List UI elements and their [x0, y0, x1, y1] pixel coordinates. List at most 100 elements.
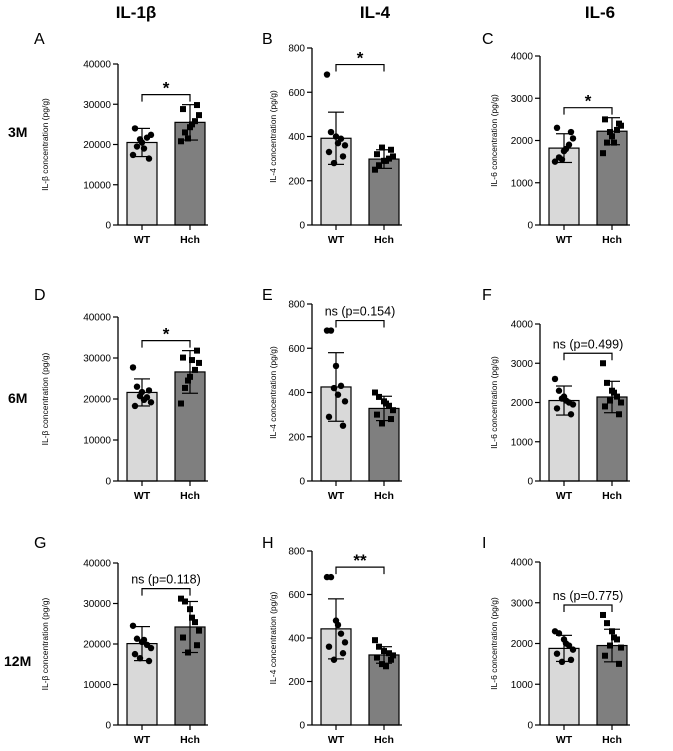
data-point: [182, 129, 188, 136]
y-tick-label: 30000: [83, 599, 111, 610]
data-point: [618, 644, 624, 651]
row-label-3m: 3M: [8, 124, 27, 140]
panel-b: B IL-4 concentration (pg/g) 0 200 400 600 800 W…: [262, 31, 402, 246]
y-axis-label: IL-6 concentration (pg/g): [489, 94, 499, 187]
data-point: [180, 634, 186, 641]
y-tick-label: 20000: [83, 640, 111, 651]
x-tick-label: Hch: [374, 490, 394, 502]
y-tick-label: 0: [527, 721, 533, 732]
y-axis-label: IL-β concentration (pg/g): [40, 597, 50, 690]
x-tick-label: Hch: [602, 490, 622, 502]
panel-d: D IL-β concentration (pg/g) 0 10000 20000 300…: [34, 287, 208, 502]
y-tick-label: 10000: [83, 680, 111, 691]
panel-letter: H: [262, 535, 274, 552]
data-point: [616, 120, 622, 127]
significance-label: **: [353, 551, 367, 570]
y-tick-label: 20000: [83, 395, 111, 406]
significance-bracket: [563, 107, 613, 115]
y-axis-label: IL-4 concentration (pg/g): [268, 90, 278, 183]
data-point: [604, 379, 610, 386]
data-point: [129, 622, 137, 629]
panel-letter: D: [34, 287, 46, 304]
y-axis-label: IL-6 concentration (pg/g): [489, 597, 499, 690]
data-point: [600, 360, 606, 367]
y-tick-label: 3000: [511, 359, 534, 370]
data-point: [379, 661, 385, 668]
data-point: [372, 637, 378, 644]
data-point: [374, 151, 380, 158]
x-tick-label: WT: [134, 734, 151, 746]
data-point: [341, 142, 349, 149]
data-point: [600, 611, 606, 618]
y-tick-label: 1000: [511, 437, 534, 448]
y-tick-label: 3000: [511, 598, 534, 609]
data-point: [325, 148, 333, 156]
x-tick-label: WT: [328, 490, 345, 502]
data-point: [376, 393, 382, 400]
data-point: [611, 139, 617, 146]
data-point: [616, 660, 622, 667]
significance-bracket: [563, 352, 613, 361]
data-point: [133, 143, 141, 150]
data-point: [607, 642, 613, 649]
panel-a: A IL-β concentration (pg/g) 0 10000 20000 300…: [34, 31, 208, 246]
data-point: [327, 573, 335, 581]
data-point: [196, 359, 202, 366]
y-tick-label: 3000: [511, 94, 534, 105]
data-point: [189, 614, 195, 621]
panel-letter: B: [262, 31, 273, 48]
y-tick-label: 1000: [511, 680, 534, 691]
y-tick-label: 600: [288, 88, 305, 99]
y-tick-label: 10000: [83, 180, 111, 191]
data-point: [341, 398, 349, 405]
significance-label: ns (p=0.775): [553, 589, 624, 603]
y-tick-label: 400: [288, 132, 305, 143]
panel-letter: E: [262, 287, 273, 304]
data-point: [555, 387, 563, 394]
data-point: [390, 153, 396, 160]
data-point: [390, 652, 396, 659]
y-axis-label: IL-4 concentration (pg/g): [268, 346, 278, 439]
data-point: [327, 327, 335, 334]
y-tick-label: 30000: [83, 100, 111, 111]
y-tick-label: 400: [288, 634, 305, 645]
data-point: [379, 144, 385, 151]
y-tick-label: 600: [288, 590, 305, 601]
data-point: [602, 403, 608, 410]
x-tick-label: WT: [556, 734, 573, 746]
data-point: [376, 162, 382, 169]
data-point: [388, 416, 394, 423]
data-point: [614, 126, 620, 133]
x-tick-label: WT: [134, 234, 151, 246]
data-point: [192, 366, 198, 373]
data-point: [337, 382, 345, 390]
panel-letter: A: [34, 31, 45, 48]
x-tick-label: WT: [556, 490, 573, 502]
data-point: [614, 393, 620, 400]
data-point: [569, 135, 577, 142]
data-point: [607, 129, 613, 136]
data-point: [602, 652, 608, 659]
panel-c: C IL-6 concentration (pg/g) 0 1000 2000 3000 4…: [482, 31, 630, 246]
data-point: [147, 399, 155, 406]
panel-letter: C: [482, 31, 494, 48]
data-point: [388, 656, 394, 663]
y-tick-label: 200: [288, 176, 305, 187]
data-point: [551, 158, 559, 165]
y-tick-label: 2000: [511, 136, 534, 147]
data-point: [374, 654, 380, 661]
data-point: [129, 151, 137, 159]
significance-label: ns (p=0.499): [553, 337, 624, 351]
panel-i: I IL-6 concentration (pg/g) 0 1000 2000 3000 4…: [482, 535, 630, 746]
y-tick-label: 200: [288, 677, 305, 688]
significance-bracket: [335, 566, 385, 575]
data-point: [192, 118, 198, 125]
data-point: [567, 656, 575, 663]
data-point: [553, 650, 561, 657]
significance-bracket: [141, 340, 191, 348]
data-point: [372, 166, 378, 173]
data-point: [131, 650, 139, 658]
panel-letter: F: [482, 287, 492, 304]
data-point: [602, 116, 608, 123]
